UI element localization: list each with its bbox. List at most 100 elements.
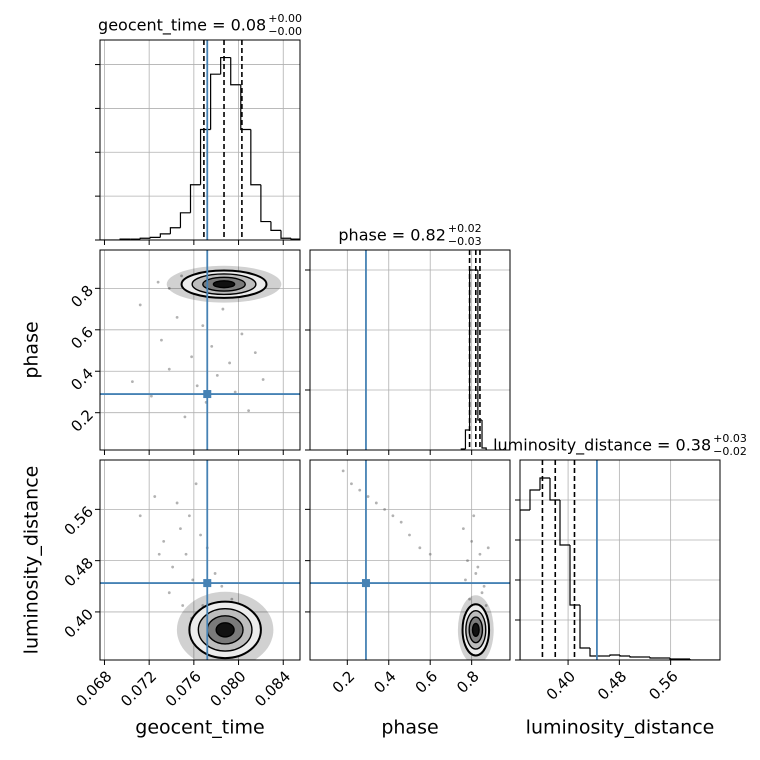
histogram-step [649, 657, 660, 659]
x-tick-label: 0.56 [645, 667, 681, 703]
sample-point [190, 355, 194, 359]
sample-point [399, 520, 403, 524]
y-tick-label: 0.48 [61, 554, 97, 590]
histogram-step [220, 56, 231, 75]
x-axis-label: luminosity_distance [526, 717, 715, 739]
histogram-step [260, 184, 271, 223]
x-axis-label: geocent_time [135, 717, 264, 739]
sample-point [408, 533, 411, 537]
panel-frame [99, 459, 301, 661]
truth-marker [203, 579, 212, 588]
sample-point [464, 578, 467, 582]
panel-frame [309, 459, 511, 661]
x-tick-label: 0.084 [251, 667, 294, 710]
histogram-step [290, 238, 300, 240]
histogram-step [520, 509, 530, 660]
sample-point [220, 584, 224, 588]
sample-point [374, 501, 378, 505]
sample-point [210, 344, 214, 348]
sample-point [184, 552, 188, 556]
sample-point [341, 469, 345, 473]
sample-point [233, 390, 237, 394]
sample-point [179, 527, 182, 530]
y-tick-label: 0.6 [67, 323, 97, 353]
x-tick-label: 0.4 [370, 667, 400, 697]
sample-point [418, 546, 422, 550]
sample-point [480, 591, 484, 595]
title-minus: −0.03 [448, 235, 482, 248]
density-contour [215, 622, 235, 638]
sample-point [261, 378, 265, 381]
sample-point [466, 559, 469, 563]
sample-point [482, 584, 486, 588]
sample-point [138, 303, 142, 307]
histogram-step [669, 658, 680, 660]
sample-point [253, 351, 257, 354]
histogram-step [481, 420, 487, 450]
sample-point [201, 324, 205, 328]
histogram-step [149, 236, 161, 239]
title-plus: +0.03 [713, 432, 747, 445]
sample-point [162, 540, 166, 543]
sample-point [183, 415, 187, 419]
density-contour [471, 622, 480, 637]
histogram-step [169, 227, 181, 234]
sample-point [468, 597, 471, 601]
truth-marker [203, 390, 212, 399]
sample-point [175, 501, 179, 505]
sample-point [358, 488, 362, 492]
sample-point [175, 315, 179, 319]
histogram-step [579, 605, 590, 649]
sample-point [350, 482, 353, 486]
title-minus: −0.02 [713, 445, 747, 458]
sample-point [167, 367, 171, 371]
sample-point [461, 527, 465, 530]
sample-point [478, 552, 482, 556]
panel [100, 250, 300, 450]
sample-point [486, 546, 490, 550]
panel [100, 40, 300, 240]
histogram-step [609, 654, 620, 656]
sample-point [131, 380, 134, 384]
y-tick-label: 0.40 [61, 605, 97, 641]
y-tick-label: 0.8 [67, 282, 97, 312]
x-tick-label: 0.076 [162, 667, 205, 710]
histogram-step [689, 659, 700, 660]
x-tick-label: 0.068 [72, 667, 115, 710]
panel-title: geocent_time = 0.08 [98, 16, 266, 36]
panel-title: luminosity_distance = 0.38 [493, 436, 711, 456]
histogram-step [139, 237, 151, 240]
panel [100, 460, 300, 660]
y-tick-label: 0.56 [61, 503, 97, 539]
histogram-step [199, 128, 211, 185]
sample-point [167, 286, 171, 290]
x-axis-label: phase [381, 717, 438, 739]
sample-point [201, 604, 205, 607]
sample-point [171, 565, 175, 569]
panel [310, 460, 510, 660]
sample-point [474, 572, 478, 575]
panel [520, 460, 720, 660]
title-plus: +0.02 [448, 222, 482, 235]
sample-point [428, 552, 432, 556]
histogram-step [539, 477, 550, 490]
sample-point [181, 604, 185, 607]
sample-point [194, 482, 198, 486]
histogram-step [189, 184, 201, 213]
x-tick-label: 0.48 [594, 667, 630, 703]
sample-point [221, 307, 225, 311]
histogram-step [270, 221, 282, 231]
histogram-step [549, 478, 560, 501]
sample-point [230, 597, 234, 601]
sample-point [247, 409, 251, 413]
title-plus: +0.00 [268, 12, 302, 25]
sample-point [213, 572, 217, 575]
x-tick-label: 0.072 [117, 667, 160, 710]
histogram-step [240, 84, 251, 131]
sample-point [187, 514, 191, 518]
sample-point [240, 332, 244, 336]
sample-point [383, 507, 387, 511]
histogram-step [280, 230, 292, 239]
